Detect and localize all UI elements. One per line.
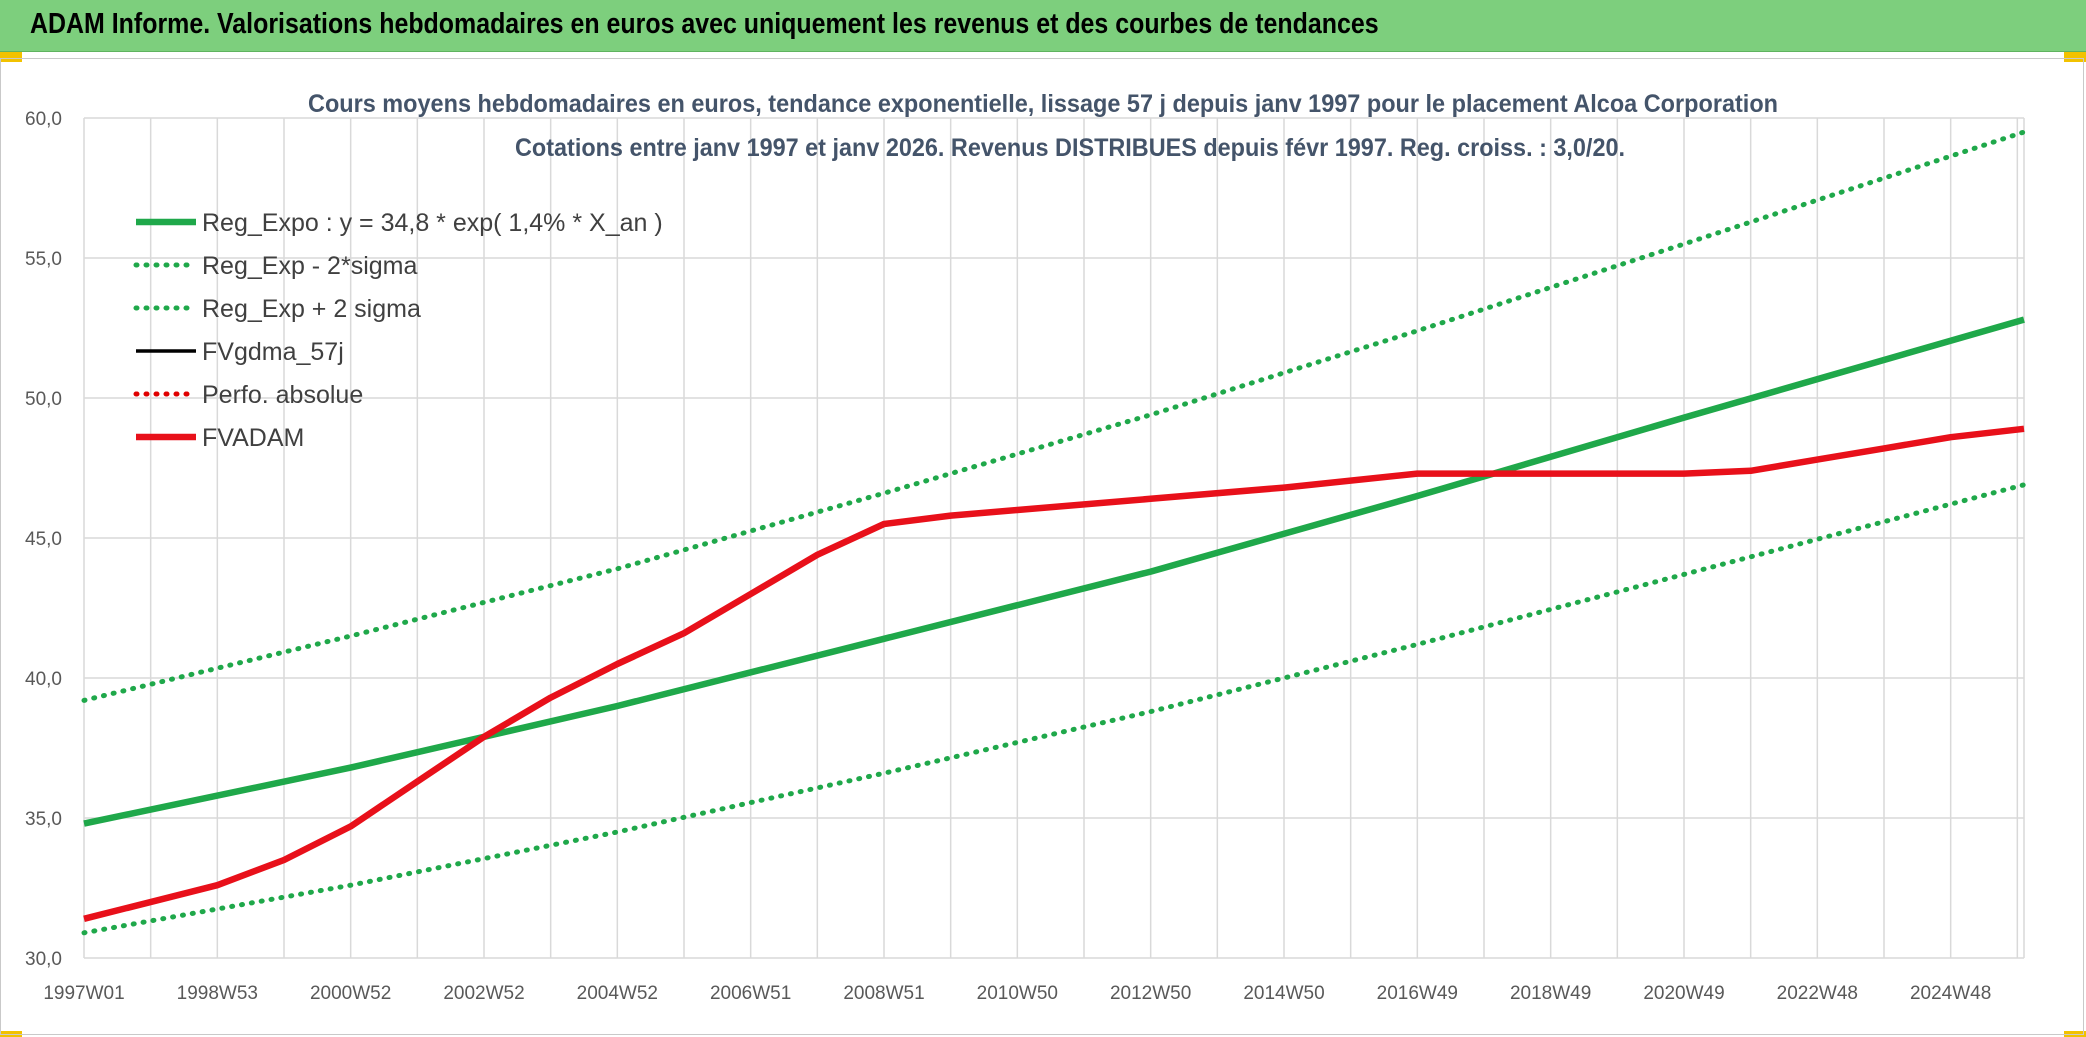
legend-label: Perfo. absolue [202,381,363,409]
x-tick-label: 2006W51 [710,983,791,1004]
x-tick-label: 2004W52 [577,983,658,1004]
corner-accent-left [0,52,22,62]
y-tick-label: 40,0 [25,669,62,690]
legend-label: FVgdma_57j [202,338,344,366]
y-tick-label: 30,0 [25,949,62,970]
legend-label: FVADAM [202,424,304,452]
top-banner: ADAM Informe. Valorisations hebdomadaire… [0,0,2086,52]
legend-label: Reg_Expo : y = 34,8 * exp( 1,4% * X_an ) [202,209,663,237]
chart-subtitle: Cotations entre janv 1997 et janv 2026. … [515,134,1625,162]
x-tick-label: 2018W49 [1510,983,1591,1004]
series-line-0 [83,316,2025,827]
legend-label: Reg_Exp + 2 sigma [202,295,421,323]
x-axis-ticks: 1997W01 1998W53 2000W52 2002W52 2004W52 2006W… [43,983,1991,1004]
legend-label: Reg_Exp - 2*sigma [202,252,417,280]
series-lines [81,129,2027,936]
x-tick-label: 2008W51 [843,983,924,1004]
x-tick-label: 2016W49 [1377,983,1458,1004]
y-tick-label: 50,0 [25,389,62,410]
x-tick-label: 2002W52 [443,983,524,1004]
series-line-1 [81,482,2027,936]
y-tick-label: 35,0 [25,809,62,830]
report-title: ADAM Informe. Valorisations hebdomadaire… [30,8,1379,40]
x-tick-label: 2022W48 [1777,983,1858,1004]
series-line-2 [81,129,2027,703]
x-tick-label: 2024W48 [1910,983,1991,1004]
chart-frame [0,58,2084,1035]
grid [83,117,2025,959]
y-tick-label: 60,0 [25,109,62,130]
y-axis-ticks: 30,0 35,0 40,0 45,0 50,0 55,0 60,0 [25,109,62,970]
chart-title: Cours moyens hebdomadaires en euros, ten… [308,90,1778,118]
y-tick-label: 55,0 [25,249,62,270]
corner-accent-right [2064,52,2086,62]
x-tick-label: 1997W01 [43,983,124,1004]
x-tick-label: 1998W53 [177,983,258,1004]
series-line-5 [83,425,2025,922]
x-tick-label: 2000W52 [310,983,391,1004]
x-tick-label: 2012W50 [1110,983,1191,1004]
legend: Reg_Expo : y = 34,8 * exp( 1,4% * X_an )… [133,209,663,452]
x-tick-label: 2010W50 [977,983,1058,1004]
x-tick-label: 2014W50 [1243,983,1324,1004]
y-tick-label: 45,0 [25,529,62,550]
x-tick-label: 2020W49 [1643,983,1724,1004]
